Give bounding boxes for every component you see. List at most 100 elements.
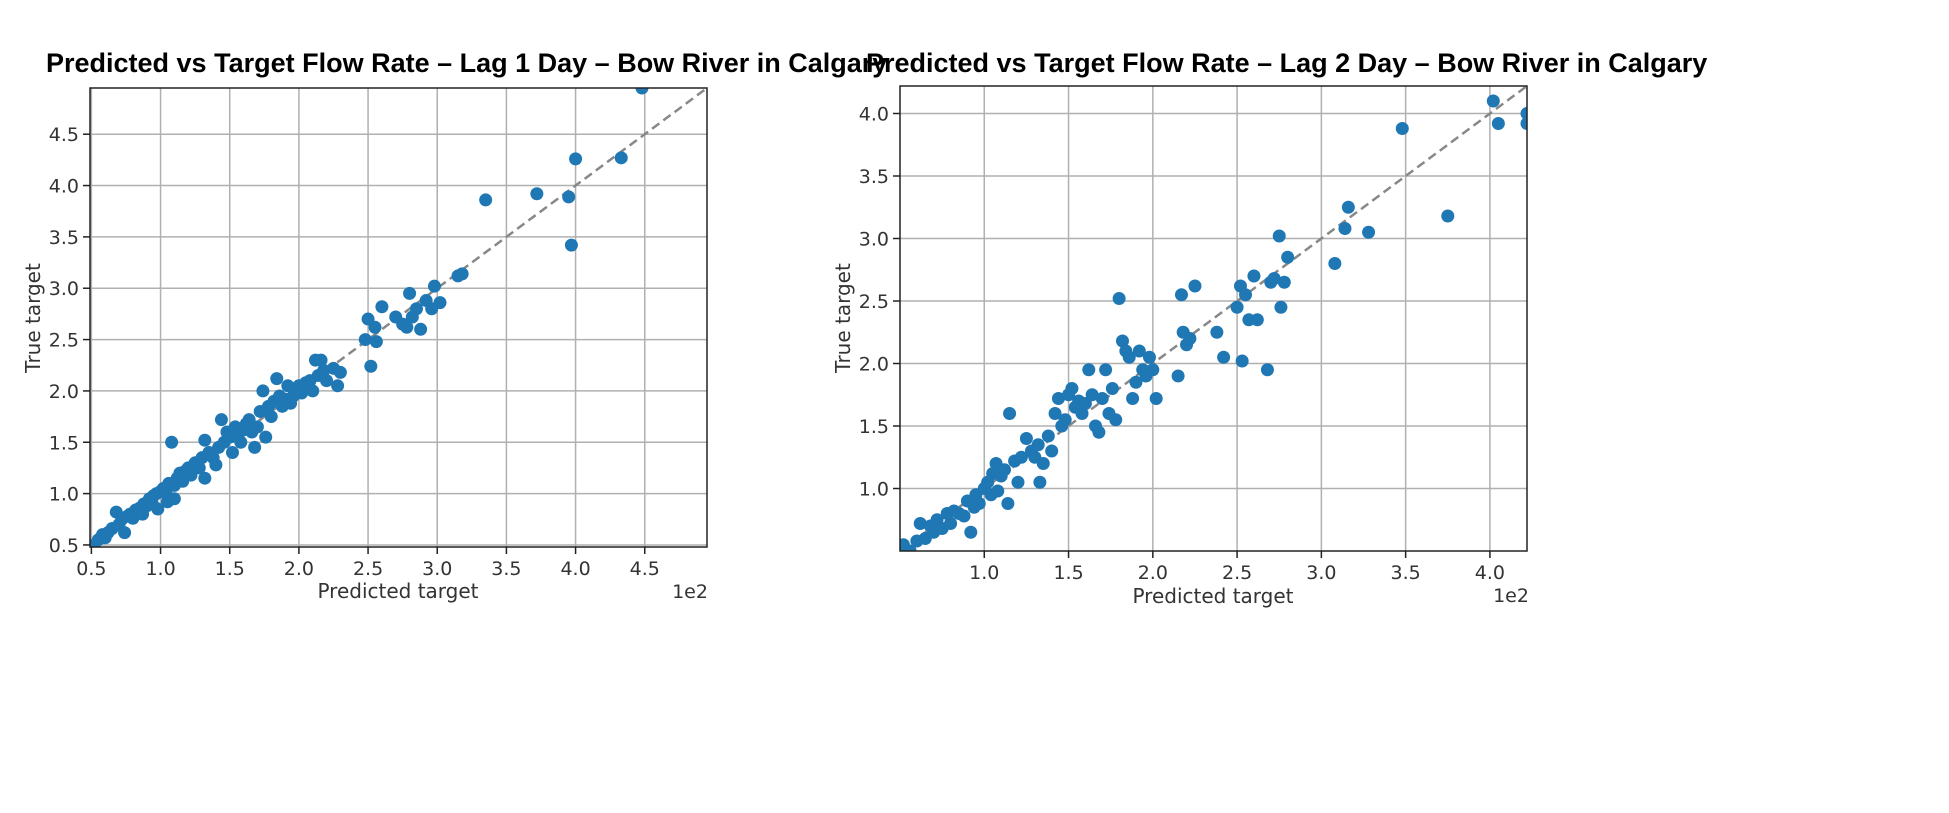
data-point [1142,350,1156,364]
x-tick-label: 2.5 [353,558,383,580]
chart-2-grid [900,86,1527,551]
x-tick-label: 0.5 [76,558,106,580]
x-tick-label: 3.5 [491,558,521,580]
data-point [250,420,264,434]
data-point [964,525,978,539]
y-axis-label: True target [21,263,45,374]
data-point [998,463,1011,477]
data-point [1085,388,1099,402]
data-point [1486,94,1500,108]
data-point [1033,475,1047,489]
x-tick-label: 1.0 [969,562,999,584]
x-tick-label: 1.0 [145,558,175,580]
data-point [1260,363,1274,377]
data-point [198,471,212,485]
y-tick-label: 4.0 [859,104,889,126]
data-point [400,320,414,334]
y-tick-label: 3.5 [859,166,889,188]
data-point [1520,117,1527,130]
data-point [957,509,971,523]
y-tick-label: 1.5 [859,416,889,438]
data-point [564,238,578,252]
x-tick-label: 1.5 [1053,562,1083,584]
data-point [1058,413,1072,427]
x-offset-label: 1e2 [672,581,708,603]
data-point [1048,407,1062,420]
y-tick-label: 2.5 [859,291,889,313]
data-point [427,279,441,293]
chart-2: 1.0 1.5 2.0 2.5 3.0 3.5 4.0 1.0 1.5 2.0 2.5 3.0 3.5 4… [831,85,1529,608]
data-point [1146,363,1160,377]
data-point [1075,407,1089,420]
data-point [569,152,583,166]
data-point [306,384,320,398]
y-tick-label: 2.0 [859,354,889,376]
data-point [214,413,228,427]
data-point [333,365,347,379]
data-point [1045,444,1059,458]
data-point [1078,397,1092,410]
x-offset-label: 1e2 [1493,585,1529,607]
chart-2-frame [899,85,1528,552]
data-point [414,322,428,336]
data-point [1115,334,1129,348]
x-tick-label: 3.0 [1306,562,1336,584]
data-point [1001,497,1015,510]
data-point [234,435,248,449]
data-point [1036,457,1050,470]
y-tick-label: 3.0 [859,229,889,251]
data-point [1014,450,1028,464]
x-tick-label: 4.5 [630,558,660,580]
data-point [1395,122,1409,135]
data-point [1247,269,1261,283]
data-point [1031,438,1045,452]
data-point [1235,354,1249,368]
y-tick-label: 2.0 [49,381,79,403]
data-point [1338,222,1352,235]
x-axis-label: Predicted target [1132,584,1293,608]
y-axis-label: True target [831,263,855,374]
data-point [1122,350,1136,364]
data-point [270,372,284,386]
data-point [1065,382,1079,395]
data-point [369,335,383,349]
chart-1-points [90,88,649,547]
data-point [317,363,331,377]
data-point [614,151,628,165]
data-point [1041,429,1055,443]
y-tick-label: 1.0 [859,479,889,501]
data-point [1274,300,1288,314]
data-point [259,430,273,444]
data-point [118,526,132,540]
data-point [1491,117,1505,130]
x-tick-label: 3.5 [1391,562,1421,584]
y-tick-label: 2.5 [49,330,79,352]
data-point [913,517,927,530]
x-tick-label: 3.0 [422,558,452,580]
data-point [1341,200,1355,214]
data-point [1095,392,1109,405]
data-point [455,267,469,281]
data-point [530,187,544,201]
data-point [1267,272,1281,285]
data-point [409,302,423,316]
data-point [1250,313,1264,327]
data-point [1019,432,1033,445]
x-tick-label: 4.0 [1475,562,1505,584]
data-point [1003,407,1017,420]
data-point [1441,209,1455,223]
chart-1-frame [89,87,708,548]
chart-1-grid [90,88,707,547]
data-point [192,461,206,475]
data-point [1183,332,1197,345]
y-tick-label: 4.0 [49,176,79,198]
data-point [1092,425,1106,439]
y-tick-label: 3.5 [49,227,79,249]
data-point [314,353,328,367]
data-point [264,410,278,424]
data-point [358,333,372,347]
data-point [1277,275,1291,289]
x-tick-label: 2.0 [284,558,314,580]
data-point [1362,225,1376,239]
